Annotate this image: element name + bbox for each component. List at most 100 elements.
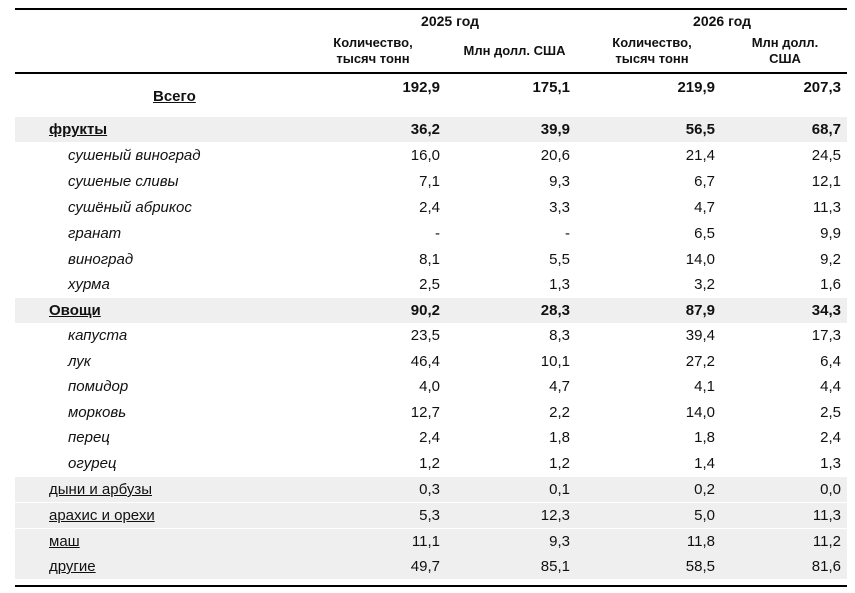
cell-usd-2026: 81,6: [811, 558, 841, 575]
row-label: сушёный абрикос: [68, 199, 192, 216]
total-qty-2025: 192,9: [402, 79, 440, 96]
table-row: помидор 4,0 4,7 4,1 4,4: [15, 374, 847, 399]
cell-usd-2025: 10,1: [540, 353, 570, 370]
cell-usd-2025: 2,2: [549, 404, 570, 421]
table-row: сушеный виноград 16,0 20,6 21,4 24,5: [15, 143, 847, 168]
table-row: огурец 1,2 1,2 1,4 1,3: [15, 451, 847, 476]
cell-usd-2026: 24,5: [811, 147, 841, 164]
cell-usd-2025: 8,3: [549, 327, 570, 344]
cell-usd-2025: 5,5: [549, 251, 570, 268]
cell-usd-2026: 34,3: [811, 302, 841, 319]
col-usd-2026-line1: Млн долл.: [751, 35, 819, 50]
col-qty-2025: Количество, тысяч тонн: [318, 35, 428, 67]
cell-usd-2026: 2,5: [820, 404, 841, 421]
table-row: маш 11,1 9,3 11,8 11,2: [15, 529, 847, 554]
cell-qty-2026: 39,4: [685, 327, 715, 344]
table-row: дыни и арбузы 0,3 0,1 0,2 0,0: [15, 477, 847, 502]
total-qty-2026: 219,9: [677, 79, 715, 96]
cell-usd-2026: 2,4: [820, 429, 841, 446]
row-label: капуста: [68, 327, 128, 344]
cell-usd-2025: 1,2: [549, 455, 570, 472]
cell-qty-2025: 7,1: [419, 173, 440, 190]
cell-qty-2025: 46,4: [410, 353, 440, 370]
cell-qty-2026: 0,2: [694, 481, 715, 498]
cell-qty-2025: 90,2: [410, 302, 440, 319]
table-row: фрукты 36,2 39,9 56,5 68,7: [15, 117, 847, 142]
col-qty-2025-line1: Количество,: [333, 35, 413, 50]
total-usd-2025: 175,1: [532, 79, 570, 96]
col-usd-2026-line2: США: [769, 51, 801, 66]
bottom-rule: [15, 585, 847, 587]
cell-qty-2025: -: [435, 225, 440, 242]
cell-usd-2026: 6,4: [820, 353, 841, 370]
col-usd-2026: Млн долл. США: [735, 35, 835, 67]
col-qty-2026: Количество, тысяч тонн: [597, 35, 707, 67]
table-row: гранат - - 6,5 9,9: [15, 221, 847, 246]
row-label: перец: [68, 429, 110, 446]
table-row: капуста 23,5 8,3 39,4 17,3: [15, 323, 847, 348]
row-label: виноград: [68, 251, 134, 268]
total-usd-2026: 207,3: [803, 79, 841, 96]
cell-qty-2026: 27,2: [685, 353, 715, 370]
cell-qty-2025: 12,7: [410, 404, 440, 421]
cell-usd-2025: 20,6: [540, 147, 570, 164]
cell-usd-2025: 9,3: [549, 533, 570, 550]
cell-qty-2026: 6,5: [694, 225, 715, 242]
cell-qty-2025: 1,2: [419, 455, 440, 472]
row-label: морковь: [68, 404, 127, 421]
cell-qty-2026: 14,0: [685, 251, 715, 268]
row-label: огурец: [68, 455, 117, 472]
table-row: лук 46,4 10,1 27,2 6,4: [15, 349, 847, 374]
cell-qty-2025: 36,2: [410, 121, 440, 138]
cell-usd-2026: 11,3: [812, 199, 841, 216]
table-row: хурма 2,5 1,3 3,2 1,6: [15, 272, 847, 297]
row-label: сушеный виноград: [68, 147, 201, 164]
cell-qty-2026: 58,5: [685, 558, 715, 575]
cell-usd-2025: 1,8: [549, 429, 570, 446]
cell-usd-2026: 9,2: [820, 251, 841, 268]
row-label: маш: [49, 533, 80, 550]
cell-qty-2026: 1,4: [694, 455, 715, 472]
cell-qty-2026: 14,0: [685, 404, 715, 421]
row-label: помидор: [68, 378, 129, 395]
cell-usd-2026: 12,1: [811, 173, 841, 190]
cell-usd-2026: 11,2: [812, 533, 841, 550]
col-qty-2026-line1: Количество,: [612, 35, 692, 50]
table-row: сушёный абрикос 2,4 3,3 4,7 11,3: [15, 195, 847, 220]
table-row: сушеные сливы 7,1 9,3 6,7 12,1: [15, 169, 847, 194]
cell-qty-2025: 2,4: [419, 199, 440, 216]
cell-qty-2025: 2,4: [419, 429, 440, 446]
cell-qty-2026: 21,4: [685, 147, 715, 164]
row-label: арахис и орехи: [49, 507, 155, 524]
total-label: Всего: [153, 88, 196, 105]
total-row: Всего 192,9 175,1 219,9 207,3: [15, 75, 847, 109]
cell-qty-2025: 11,1: [411, 533, 440, 550]
row-label: другие: [49, 558, 96, 575]
col-usd-2025: Млн долл. США: [463, 43, 566, 58]
cell-usd-2026: 9,9: [820, 225, 841, 242]
cell-usd-2025: 85,1: [540, 558, 570, 575]
cell-qty-2026: 4,1: [694, 378, 715, 395]
row-label: дыни и арбузы: [49, 481, 153, 498]
table-row: арахис и орехи 5,3 12,3 5,0 11,3: [15, 503, 847, 528]
year-2026-header: 2026 год: [693, 13, 751, 29]
cell-usd-2026: 0,0: [820, 481, 841, 498]
cell-qty-2025: 8,1: [419, 251, 440, 268]
table-row: Овощи 90,2 28,3 87,9 34,3: [15, 298, 847, 323]
cell-qty-2026: 3,2: [694, 276, 715, 293]
cell-usd-2025: 4,7: [549, 378, 570, 395]
table-row: перец 2,4 1,8 1,8 2,4: [15, 425, 847, 450]
col-qty-2026-line2: тысяч тонн: [615, 51, 689, 66]
cell-qty-2026: 1,8: [694, 429, 715, 446]
col-qty-2025-line2: тысяч тонн: [336, 51, 410, 66]
top-rule: [15, 8, 847, 10]
row-label: Овощи: [49, 302, 101, 319]
cell-usd-2025: 0,1: [549, 481, 570, 498]
cell-usd-2026: 17,3: [811, 327, 841, 344]
row-label: гранат: [68, 225, 122, 242]
row-label: фрукты: [49, 121, 108, 138]
cell-usd-2025: 39,9: [540, 121, 570, 138]
row-label: хурма: [68, 276, 110, 293]
cell-qty-2026: 6,7: [694, 173, 715, 190]
cell-qty-2025: 0,3: [419, 481, 440, 498]
